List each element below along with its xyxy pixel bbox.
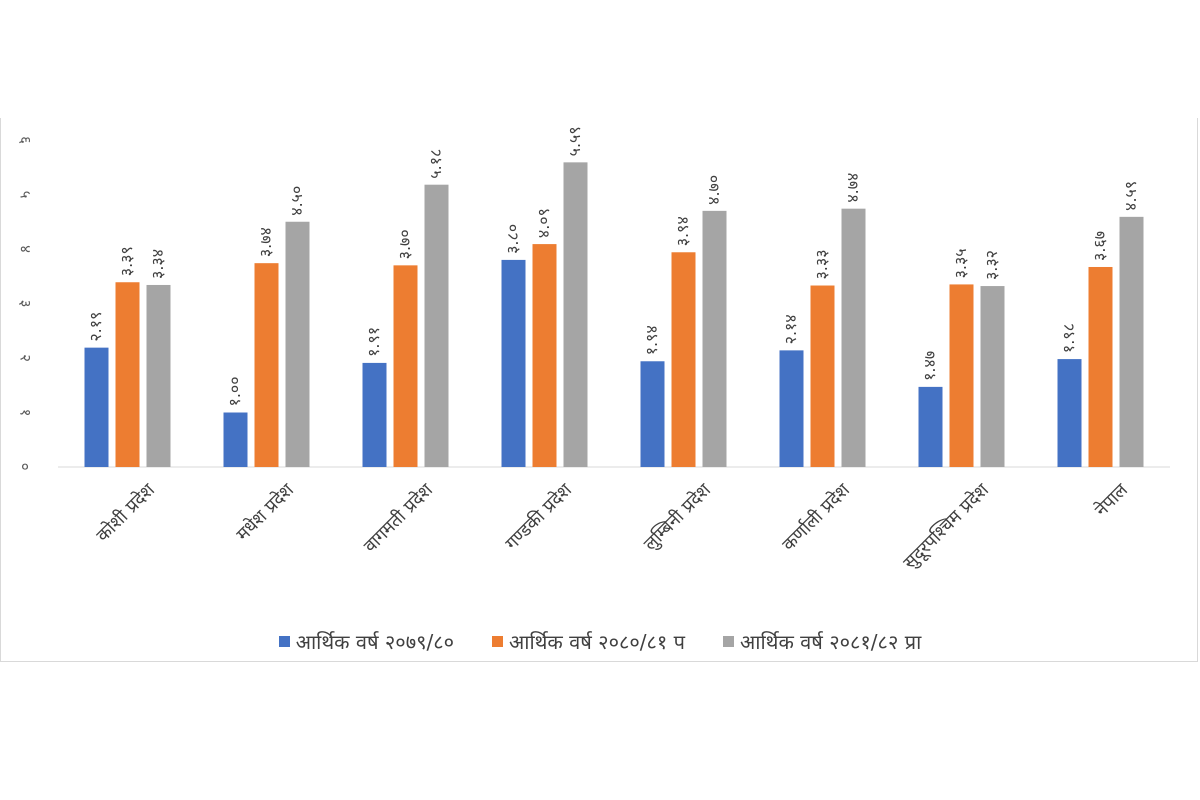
- x-category-label: नेपाल: [1090, 478, 1132, 520]
- x-category-label: लुम्बिनी प्रदेश: [639, 478, 715, 554]
- bar-2-3: [393, 265, 418, 467]
- data-label: ३.७४: [256, 227, 275, 257]
- chart-frame: ० १ २ ३ ४ ५ ६ २.१९ ३.३९ ३.३४ कोशी प्रदेश १.०० ३.७४ ४.…: [0, 118, 1198, 662]
- data-label: १.९१: [364, 327, 383, 357]
- y-tick-label: ४: [17, 245, 35, 253]
- bar-3-5: [702, 210, 727, 467]
- bar-2-4: [532, 244, 557, 467]
- bar-1-8: [1057, 359, 1082, 467]
- legend-label-series-1: आर्थिक वर्ष २०७९/८०: [295, 630, 455, 654]
- y-tick-label: ३: [17, 300, 35, 308]
- data-label: ४.५९: [1121, 181, 1140, 211]
- legend-item-series-2: आर्थिक वर्ष २०८०/८१ प: [492, 628, 685, 655]
- data-label: ३.३५: [951, 248, 970, 278]
- x-category-label: वागमती प्रदेश: [359, 478, 437, 556]
- bar-2-1: [115, 282, 140, 467]
- bar-3-4: [563, 162, 588, 467]
- bar-1-2: [223, 412, 248, 467]
- y-tick-label: ०: [21, 458, 29, 476]
- legend-item-series-1: आर्थिक वर्ष २०७९/८०: [278, 628, 455, 655]
- data-label: २.१४: [781, 314, 800, 344]
- bar-2-6: [810, 285, 835, 467]
- y-tick-label: ६: [17, 136, 35, 144]
- data-label: १.९४: [642, 325, 661, 355]
- legend-label-series-2: आर्थिक वर्ष २०८०/८१ प: [509, 630, 686, 654]
- x-category-label: कर्णाली प्रदेश: [778, 478, 855, 555]
- y-tick-label: १: [17, 409, 35, 417]
- legend: आर्थिक वर्ष २०७९/८० आर्थिक वर्ष २०८०/८१ …: [0, 628, 1200, 655]
- data-label: ३.३४: [148, 249, 167, 279]
- legend-item-series-3: आर्थिक वर्ष २०८१/८२ प्रा: [723, 628, 921, 655]
- bar-2-5: [671, 252, 696, 467]
- data-label: ३.९४: [673, 216, 692, 246]
- data-label: ३.७०: [395, 229, 414, 259]
- data-label: ३.६७: [1090, 231, 1109, 261]
- data-label: १.००: [225, 376, 244, 406]
- bar-3-3: [424, 184, 449, 467]
- bar-3-2: [285, 221, 310, 467]
- bar-1-4: [501, 259, 526, 467]
- data-label: १.९८: [1059, 323, 1078, 353]
- data-label: ४.७०: [704, 175, 723, 205]
- y-tick-label: ५: [17, 191, 35, 199]
- legend-swatch-series-2: [492, 636, 504, 647]
- bar-3-1: [146, 284, 171, 467]
- data-label: ३.३३: [812, 249, 831, 279]
- bar-2-8: [1088, 266, 1113, 467]
- data-label: १.४७: [920, 351, 939, 381]
- data-label: ४.५०: [287, 186, 306, 216]
- bar-1-6: [779, 350, 804, 467]
- bar-3-8: [1119, 216, 1144, 467]
- y-tick-label: २: [17, 354, 35, 362]
- bar-1-5: [640, 361, 665, 467]
- bar-1-3: [362, 362, 387, 467]
- legend-swatch-series-3: [723, 636, 735, 647]
- data-label: ३.८०: [503, 224, 522, 254]
- x-category-label: सुदूरपश्चिम प्रदेश: [899, 478, 995, 574]
- x-category-label: गण्डकी प्रदेश: [501, 478, 577, 554]
- bar-3-7: [980, 286, 1005, 467]
- bar-chart: ० १ २ ३ ४ ५ ६ २.१९ ३.३९ ३.३४ कोशी प्रदेश १.०० ३.७४ ४.…: [17, 126, 1170, 574]
- data-label: २.१९: [86, 312, 105, 342]
- bar-1-1: [84, 347, 109, 467]
- data-label: ५.१८: [426, 149, 445, 179]
- bar-2-7: [949, 284, 974, 467]
- bar-1-7: [918, 386, 943, 467]
- legend-label-series-3: आर्थिक वर्ष २०८१/८२ प्रा: [740, 630, 922, 654]
- x-category-label: मधेश प्रदेश: [232, 478, 299, 545]
- data-label: ३.३२: [982, 250, 1001, 280]
- x-category-label: कोशी प्रदेश: [92, 478, 160, 546]
- data-label: ५.५९: [565, 126, 584, 156]
- data-label: ४.०९: [534, 208, 553, 238]
- bar-2-2: [254, 263, 279, 467]
- data-label: ४.७४: [843, 173, 862, 203]
- legend-swatch-series-1: [278, 636, 290, 647]
- data-label: ३.३९: [117, 246, 136, 276]
- bar-3-6: [841, 208, 866, 468]
